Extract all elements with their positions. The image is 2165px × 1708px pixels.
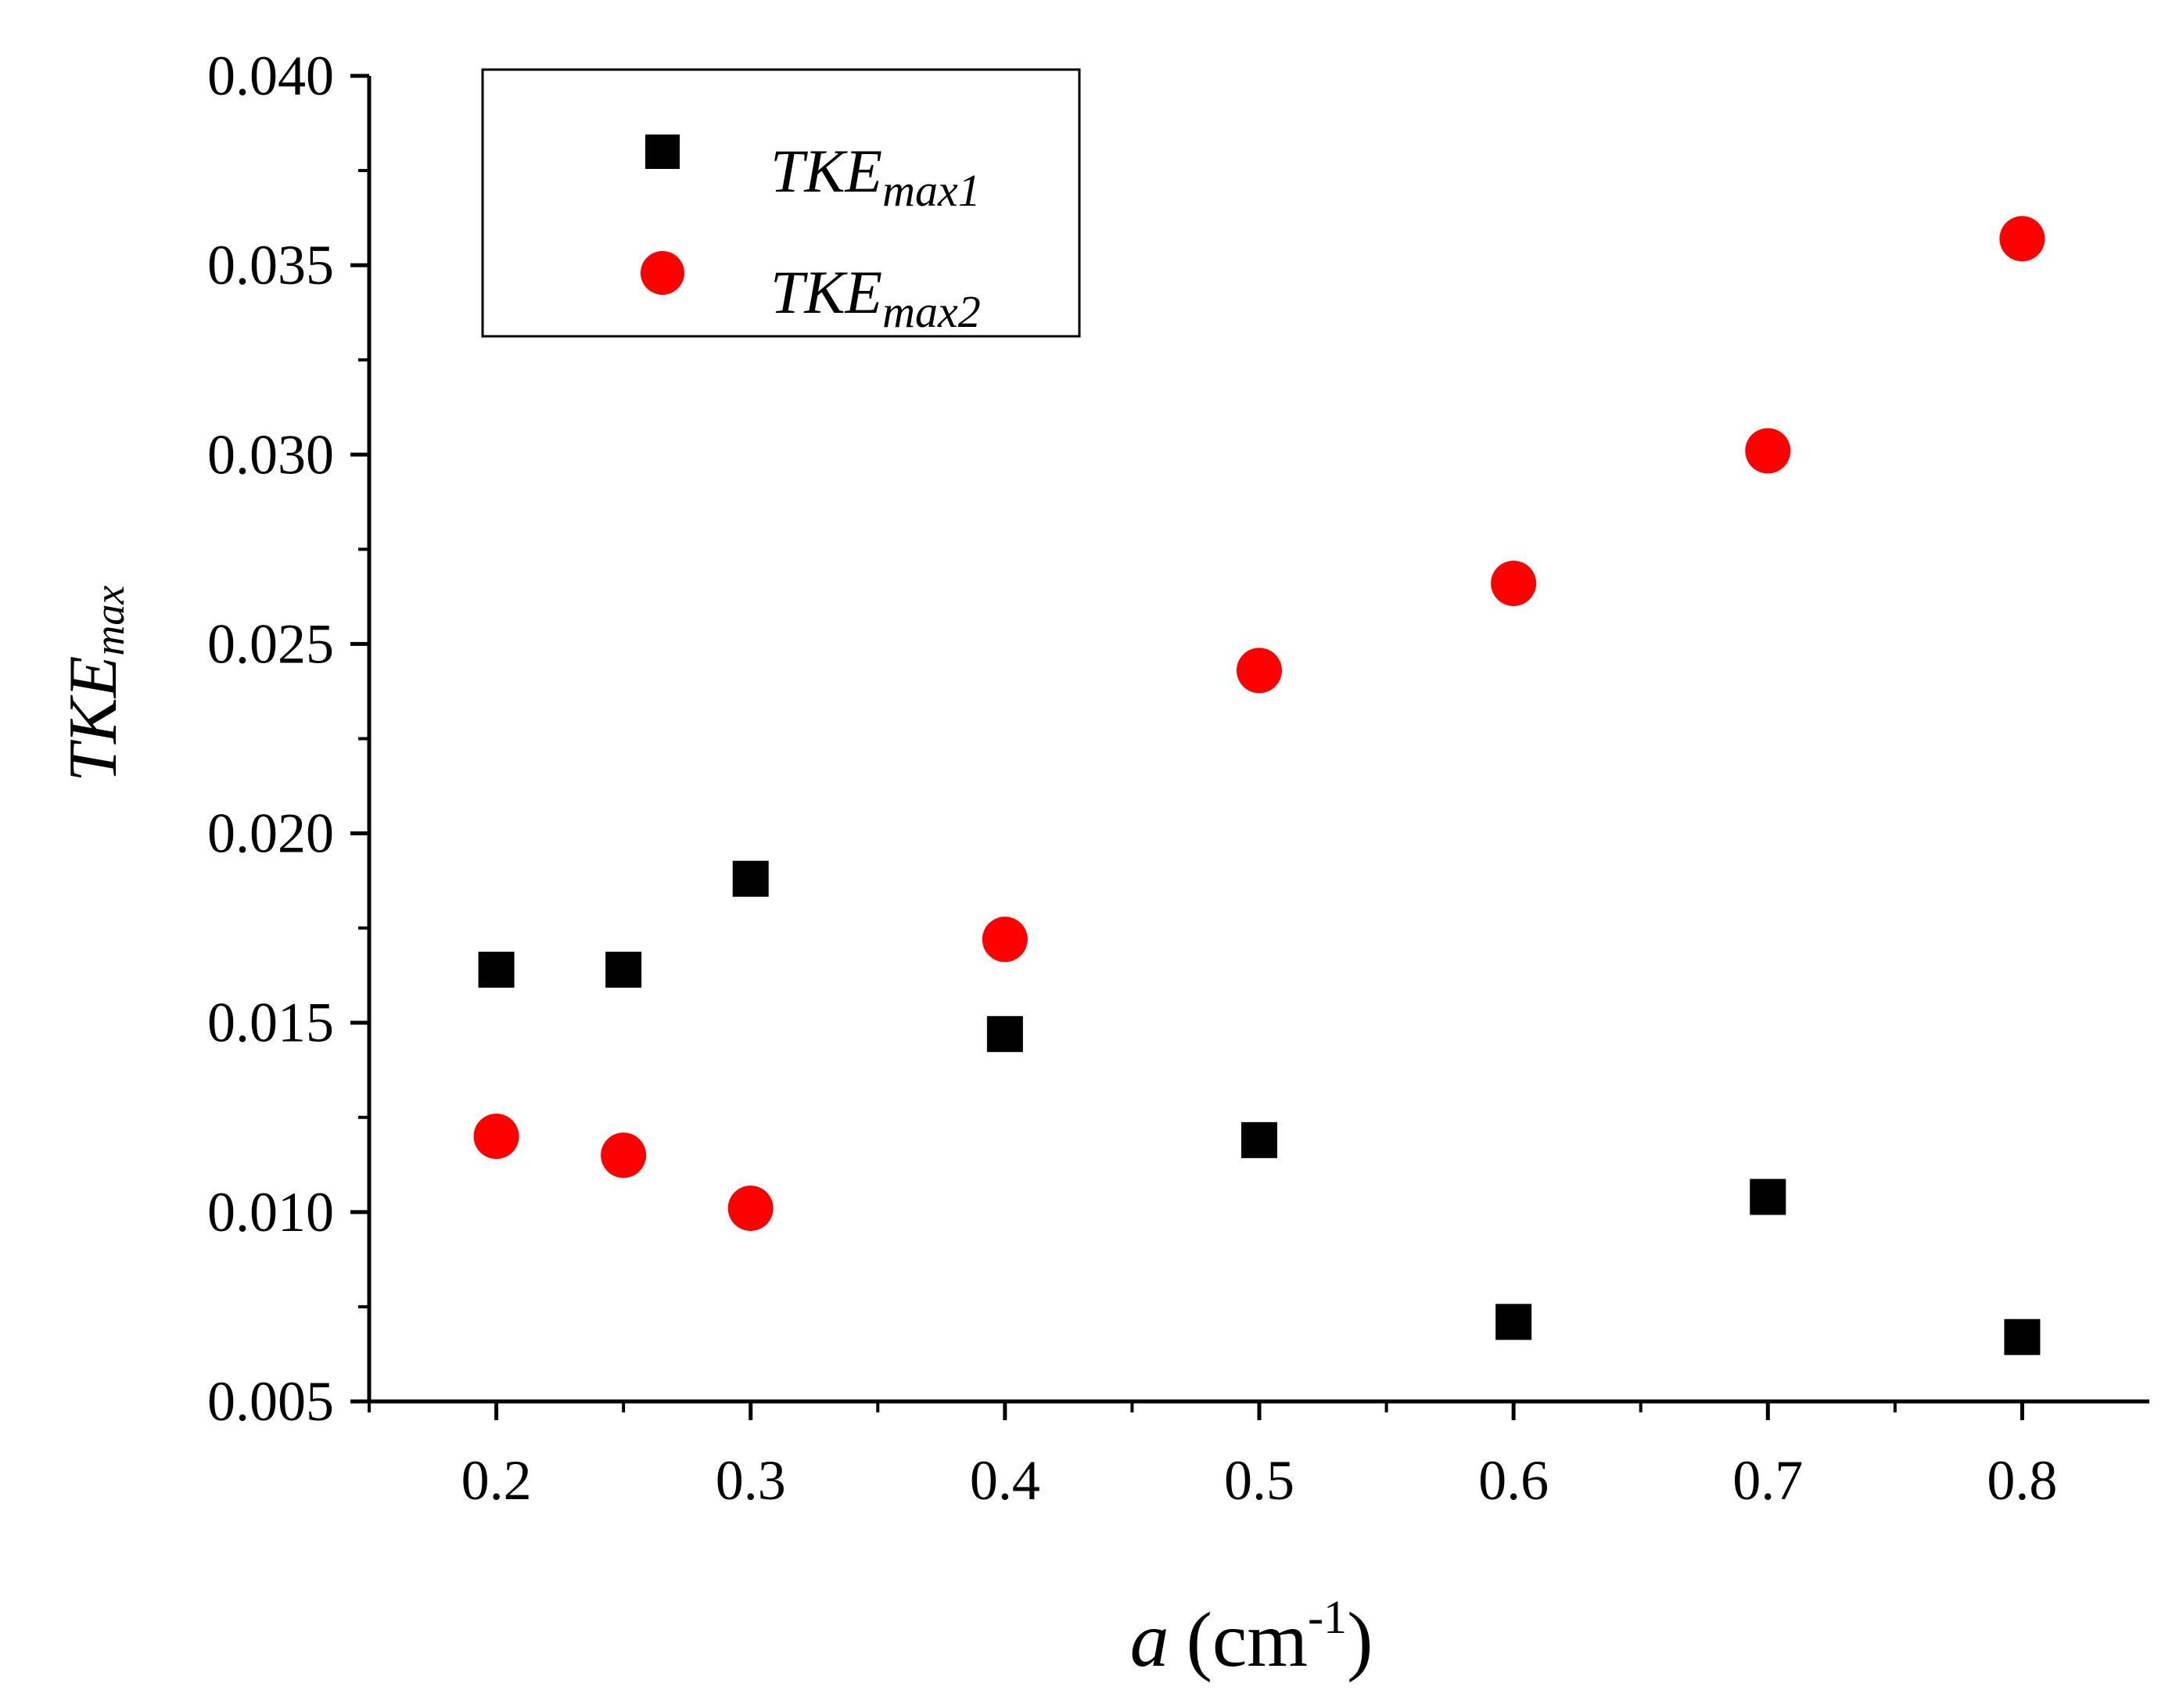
y-tick-label: 0.005 <box>207 1370 334 1433</box>
legend-label-tke-max1-main: TKE <box>770 137 882 205</box>
x-tick-label: 0.6 <box>1478 1449 1549 1512</box>
legend-label-tke-max2-sub: max2 <box>882 286 981 337</box>
x-tick-label: 0.7 <box>1732 1449 1803 1512</box>
y-tick-label: 0.035 <box>207 234 334 296</box>
x-tick-label: 0.5 <box>1224 1449 1294 1512</box>
legend-marker-tke-max2 <box>641 251 684 295</box>
legend-label-tke-max2-main: TKE <box>770 258 882 326</box>
data-point-tke-max2 <box>1745 428 1791 474</box>
x-tick-label: 0.2 <box>461 1449 532 1512</box>
legend-label-tke-max1-sub: max1 <box>882 165 981 216</box>
y-axis-title-sub: max <box>86 586 133 656</box>
data-point-tke-max1 <box>1750 1179 1786 1215</box>
data-point-tke-max2 <box>1999 216 2045 262</box>
x-axis-title: a (cm-1) <box>1130 1591 1373 1683</box>
y-tick-label: 0.025 <box>207 612 334 675</box>
data-point-tke-max2 <box>727 1186 774 1232</box>
ticks <box>350 74 2024 1420</box>
y-tick-label: 0.040 <box>207 45 334 107</box>
data-point-tke-max1 <box>732 860 769 897</box>
x-axis-title-unit: (cm <box>1187 1596 1308 1683</box>
legend-marker-tke-max1 <box>645 135 680 169</box>
data-point-tke-max1 <box>1241 1121 1277 1158</box>
data-point-tke-max1 <box>478 951 515 988</box>
x-tick-label: 0.8 <box>1987 1449 2057 1512</box>
y-axis-title-main: TKE <box>56 656 131 782</box>
x-tick-label: 0.4 <box>970 1449 1040 1512</box>
y-tick-label: 0.030 <box>207 423 334 486</box>
data-point-tke-max2 <box>982 917 1028 963</box>
x-axis-title-close: ) <box>1347 1596 1373 1683</box>
tick-labels: 0.2 0.3 0.4 0.5 0.6 0.7 0.8 0.005 0.010 0.015 0.02… <box>207 45 2057 1512</box>
x-axis-title-var: a <box>1130 1596 1169 1683</box>
legend-label-tke-max1: TKEmax1 <box>770 137 981 216</box>
x-axis-title-exp: -1 <box>1308 1591 1347 1643</box>
y-tick-label: 0.015 <box>207 992 334 1054</box>
x-tick-label: 0.3 <box>716 1449 786 1512</box>
data-point-tke-max1 <box>605 951 642 988</box>
legend-label-tke-max2: TKEmax2 <box>770 258 981 337</box>
legend: TKEmax1 TKEmax2 <box>481 68 1081 338</box>
y-tick-label: 0.010 <box>207 1181 334 1243</box>
data-point-tke-max2 <box>1491 560 1537 606</box>
y-axis-title: TKEmax <box>56 586 133 782</box>
data-point-tke-max2 <box>473 1114 519 1159</box>
data-point-tke-max1 <box>2004 1319 2041 1355</box>
legend-box <box>481 68 1081 338</box>
y-tick-label: 0.020 <box>207 802 334 865</box>
data-point-tke-max1 <box>1495 1304 1532 1340</box>
data-point-tke-max2 <box>1237 648 1282 694</box>
data-point-tke-max1 <box>986 1016 1023 1053</box>
data-points <box>473 216 2045 1355</box>
data-point-tke-max2 <box>601 1132 647 1179</box>
